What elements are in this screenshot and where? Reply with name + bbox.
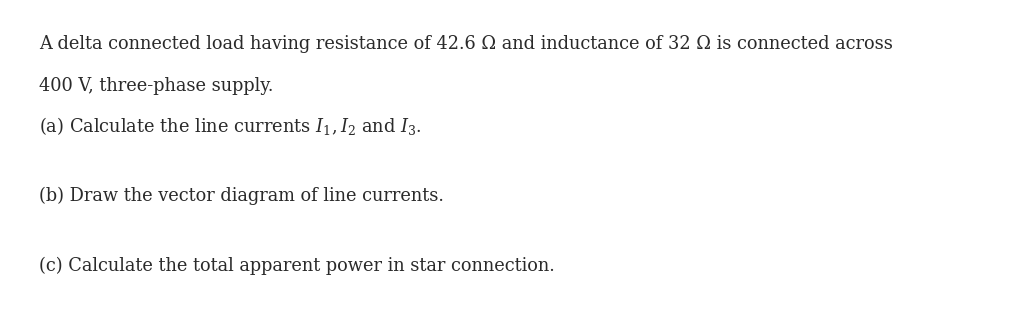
Text: (a) Calculate the line currents $I_1, I_2$ and $I_3$.: (a) Calculate the line currents $I_1, I_… <box>39 114 422 137</box>
Text: (b) Draw the vector diagram of line currents.: (b) Draw the vector diagram of line curr… <box>39 186 444 205</box>
Text: 400 V, three-phase supply.: 400 V, three-phase supply. <box>39 77 273 96</box>
Text: (c) Calculate the total apparent power in star connection.: (c) Calculate the total apparent power i… <box>39 257 555 275</box>
Text: A delta connected load having resistance of 42.6 Ω and inductance of 32 Ω is con: A delta connected load having resistance… <box>39 35 893 53</box>
